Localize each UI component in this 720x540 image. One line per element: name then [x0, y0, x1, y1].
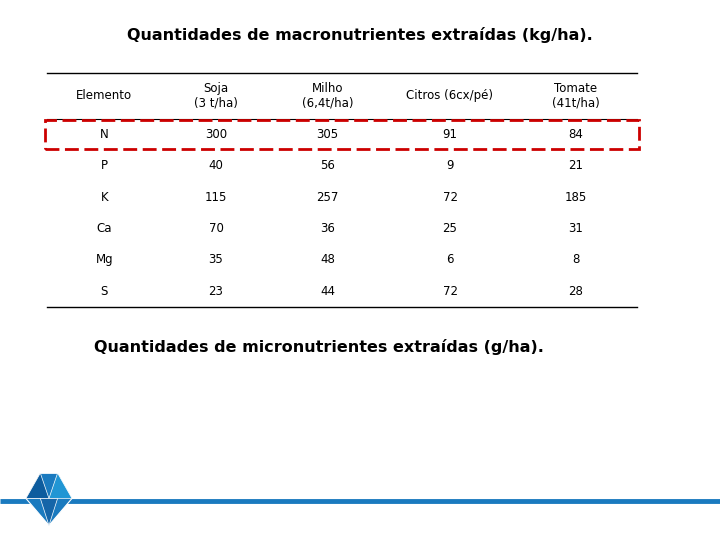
Text: 31: 31	[569, 222, 583, 235]
Text: Elemento: Elemento	[76, 89, 132, 103]
Text: 25: 25	[443, 222, 457, 235]
Text: 115: 115	[204, 191, 228, 204]
Text: 6: 6	[446, 253, 454, 266]
Text: Mg: Mg	[96, 253, 113, 266]
Text: 40: 40	[209, 159, 223, 172]
Text: Soja
(3 t/ha): Soja (3 t/ha)	[194, 82, 238, 110]
Text: 56: 56	[320, 159, 335, 172]
Text: 305: 305	[317, 128, 338, 141]
Text: 300: 300	[205, 128, 227, 141]
Text: 8: 8	[572, 253, 580, 266]
Text: K: K	[101, 191, 108, 204]
Polygon shape	[26, 473, 72, 525]
Text: 185: 185	[565, 191, 587, 204]
Text: 48: 48	[320, 253, 335, 266]
Text: S: S	[101, 285, 108, 298]
Text: 70: 70	[209, 222, 223, 235]
Polygon shape	[26, 473, 49, 498]
Text: N: N	[100, 128, 109, 141]
Text: 9: 9	[446, 159, 454, 172]
Text: Quantidades de micronutrientes extraídas (g/ha).: Quantidades de micronutrientes extraídas…	[94, 339, 544, 355]
Text: 91: 91	[443, 128, 457, 141]
Text: 35: 35	[209, 253, 223, 266]
Text: 36: 36	[320, 222, 335, 235]
Text: Citros (6cx/pé): Citros (6cx/pé)	[407, 89, 493, 103]
Polygon shape	[40, 498, 58, 525]
Text: 72: 72	[443, 191, 457, 204]
Text: Quantidades de macronutrientes extraídas (kg/ha).: Quantidades de macronutrientes extraídas…	[127, 27, 593, 43]
Text: 72: 72	[443, 285, 457, 298]
Text: 23: 23	[209, 285, 223, 298]
Text: 21: 21	[569, 159, 583, 172]
Text: 28: 28	[569, 285, 583, 298]
Text: 44: 44	[320, 285, 335, 298]
Text: 84: 84	[569, 128, 583, 141]
Text: Milho
(6,4t/ha): Milho (6,4t/ha)	[302, 82, 354, 110]
Polygon shape	[49, 473, 72, 498]
Text: Tomate
(41t/ha): Tomate (41t/ha)	[552, 82, 600, 110]
Text: Ca: Ca	[96, 222, 112, 235]
Text: P: P	[101, 159, 108, 172]
Text: 257: 257	[316, 191, 339, 204]
